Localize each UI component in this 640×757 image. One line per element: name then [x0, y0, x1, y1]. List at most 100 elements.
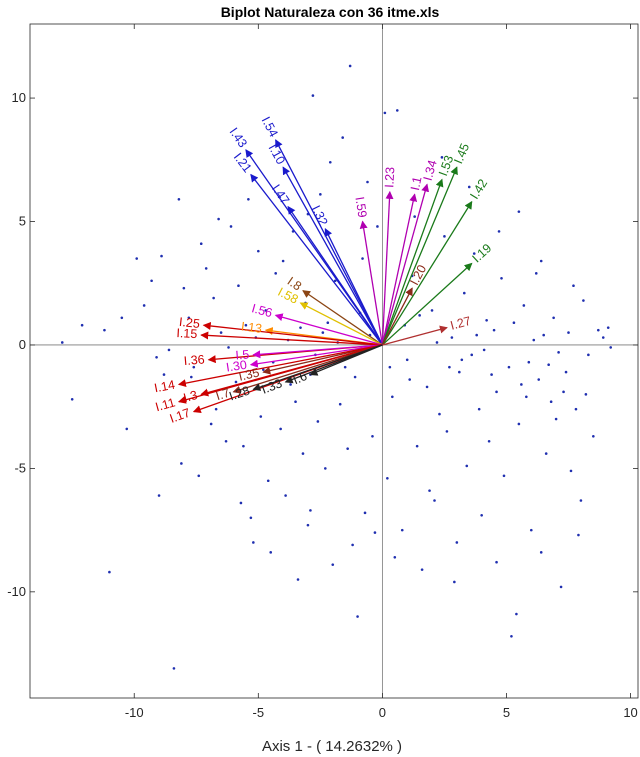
- observation-point: [495, 560, 498, 564]
- observation-point: [177, 197, 181, 201]
- observation-point: [596, 328, 600, 332]
- observation-point: [529, 528, 533, 532]
- observation-point: [522, 304, 526, 307]
- observation-point: [425, 385, 429, 389]
- observation-point: [361, 257, 364, 260]
- observation-point: [532, 338, 536, 342]
- observation-point: [500, 276, 503, 280]
- observation-point: [321, 331, 325, 334]
- observation-point: [266, 479, 270, 483]
- y-tick-label: 10: [12, 90, 26, 105]
- observation-point: [559, 585, 563, 589]
- observation-point: [264, 309, 268, 312]
- observation-point: [480, 514, 483, 517]
- vector-label: I.30: [225, 358, 248, 375]
- loading-vector: [381, 287, 413, 346]
- observation-point: [217, 217, 220, 221]
- observation-point: [517, 422, 521, 426]
- observation-point: [400, 528, 404, 532]
- observation-point: [197, 474, 201, 478]
- observation-point: [413, 215, 416, 218]
- observation-point: [301, 452, 305, 455]
- vector-label: I.11: [154, 395, 177, 414]
- loading-vector: [302, 290, 383, 346]
- observation-point: [311, 94, 315, 97]
- plot-area: I.43 I.54I.10I.21I.47I.32 I.59I.23 I.1I.34I…: [7, 23, 639, 720]
- observation-point: [316, 420, 320, 423]
- axes-box: [29, 23, 639, 699]
- observation-point: [366, 180, 369, 184]
- observation-point: [309, 509, 312, 512]
- observation-point: [229, 225, 233, 228]
- vector-label: I.56: [250, 301, 274, 320]
- observation-point: [458, 370, 461, 374]
- loading-vector: [299, 302, 383, 346]
- observation-point: [420, 568, 424, 571]
- vector-label: I.13: [240, 319, 262, 336]
- observation-point: [274, 272, 277, 275]
- observation-point: [606, 326, 610, 329]
- observation-point: [376, 225, 379, 228]
- loading-vector: [381, 190, 394, 345]
- observation-point: [415, 444, 419, 448]
- observation-point: [239, 501, 243, 505]
- vector-label: I.8: [285, 274, 304, 293]
- observation-point: [435, 341, 439, 344]
- observation-point: [187, 316, 191, 320]
- observation-point: [544, 452, 548, 455]
- observation-point: [249, 516, 253, 520]
- observation-point: [172, 667, 176, 670]
- observation-point: [192, 365, 196, 369]
- observation-point: [386, 476, 389, 480]
- x-tick-label: 5: [503, 705, 510, 720]
- observation-point: [572, 284, 575, 287]
- observation-point: [507, 365, 511, 369]
- vector-label: I.28: [227, 383, 251, 403]
- observation-point: [324, 467, 327, 470]
- vector-label: I.27: [449, 314, 473, 333]
- observation-point: [609, 346, 613, 349]
- observation-point: [534, 272, 538, 275]
- loading-vector: [381, 262, 473, 346]
- observation-point: [306, 523, 310, 527]
- loading-vector: [200, 344, 383, 397]
- observation-point: [547, 363, 550, 367]
- observation-point: [299, 326, 302, 329]
- observation-point: [353, 375, 357, 379]
- y-tick-label: 5: [19, 214, 26, 229]
- vector-label: I.33: [260, 376, 285, 397]
- observation-point: [120, 316, 124, 320]
- observation-point: [160, 254, 163, 258]
- observation-point: [472, 252, 476, 255]
- vector-label: I.1: [408, 175, 425, 192]
- observation-point: [465, 464, 469, 468]
- observation-point: [455, 541, 459, 544]
- observation-point: [502, 474, 506, 478]
- observation-point: [142, 304, 146, 307]
- chart-title: Biplot Naturaleza con 36 itme.xls: [221, 4, 440, 20]
- observation-point: [257, 249, 260, 253]
- vector-label: I.23: [382, 167, 397, 189]
- observation-point: [510, 634, 513, 638]
- observation-point: [395, 109, 399, 112]
- observation-point: [445, 430, 449, 433]
- observation-point: [279, 427, 282, 431]
- loading-vector: [381, 166, 458, 346]
- vector-label: I.6: [291, 369, 309, 387]
- loading-vector: [287, 205, 383, 346]
- observation-point: [467, 185, 471, 189]
- observation-point: [224, 439, 228, 443]
- observation-point: [601, 336, 605, 339]
- loading-vector: [177, 344, 383, 388]
- observation-point: [405, 358, 409, 362]
- observation-point: [512, 321, 516, 325]
- loading-vector: [262, 344, 383, 375]
- observation-point: [209, 422, 213, 426]
- observation-point: [552, 316, 555, 320]
- observation-point: [430, 309, 434, 312]
- vector-label: I.53: [436, 154, 456, 178]
- observation-point: [346, 447, 349, 450]
- observation-point: [569, 469, 573, 473]
- y-tick-label: -5: [14, 460, 26, 475]
